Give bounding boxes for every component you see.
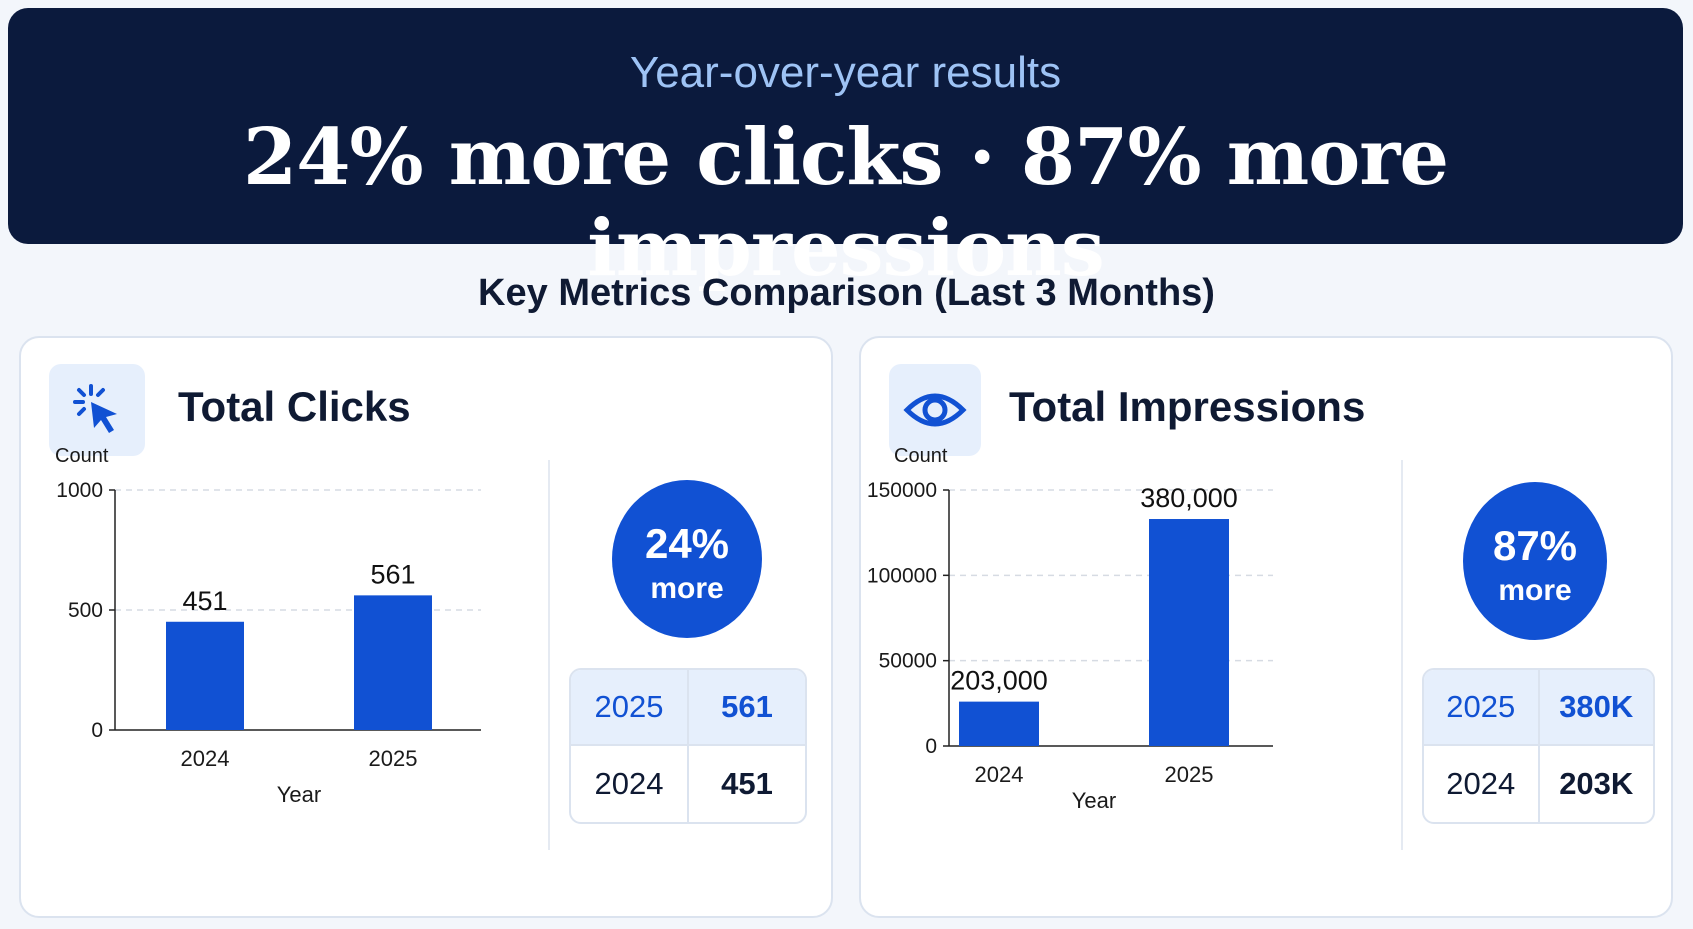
hero-banner: Year-over-year results 24% more clicks ·… <box>8 8 1683 294</box>
stat-year: 2025 <box>571 670 689 744</box>
y-tick-label: 100000 <box>867 564 937 587</box>
stat-row-2025: 2025 380K <box>1424 670 1653 746</box>
hero-subtitle: Year-over-year results <box>629 48 1062 97</box>
stat-year: 2024 <box>1424 746 1540 822</box>
y-tick-label: 500 <box>68 599 103 622</box>
stat-value: 561 <box>721 689 773 724</box>
hero-headline: 24% more clicks · 87% more impressions <box>242 112 1449 294</box>
stat-value: 203K <box>1559 766 1634 801</box>
eye-icon <box>889 364 981 456</box>
stat-row-2024: 2024 203K <box>1424 746 1653 822</box>
clicks-bar-chart: 0 500 1000 Count 451 2024 561 2025 Year <box>55 445 481 807</box>
badge-percent: 24% <box>644 520 730 567</box>
stat-value: 451 <box>721 766 773 801</box>
stat-year: 2025 <box>1424 670 1540 744</box>
x-tick-label: 2024 <box>181 746 230 771</box>
impressions-card-title: Total Impressions <box>1009 383 1366 430</box>
clicks-increase-badge: 24% more <box>612 480 762 638</box>
stat-value: 380K <box>1559 689 1634 724</box>
y-tick-label: 0 <box>91 719 103 742</box>
y-tick-label: 0 <box>925 735 937 758</box>
bar-data-label: 451 <box>182 586 227 616</box>
badge-percent: 87% <box>1492 522 1578 569</box>
badge-label: more <box>1498 574 1572 607</box>
x-axis-label: Year <box>1072 788 1116 813</box>
stat-row-2025: 2025 561 <box>571 670 805 746</box>
y-tick-label: 1000 <box>56 479 103 502</box>
stat-row-2024: 2024 451 <box>571 746 805 822</box>
impressions-increase-badge: 87% more <box>1463 482 1607 640</box>
y-axis-label: Count <box>55 445 109 467</box>
bar-data-label: 203,000 <box>950 666 1048 696</box>
bar-data-label: 380,000 <box>1140 483 1238 513</box>
y-axis-label: Count <box>894 445 948 467</box>
bar-2025 <box>354 595 432 730</box>
badge-label: more <box>650 572 724 605</box>
card-divider <box>548 460 550 850</box>
clicks-card-title: Total Clicks <box>178 383 411 430</box>
impressions-stat-table: 2025 380K 2024 203K <box>1422 668 1655 824</box>
bar-2024 <box>959 701 1039 746</box>
clicks-card: Total Clicks 0 500 1000 Count 451 2024 561 2025… <box>19 336 833 918</box>
bar-2024 <box>166 621 244 730</box>
card-divider <box>1401 460 1403 850</box>
cursor-click-icon <box>49 364 145 456</box>
section-title: Key Metrics Comparison (Last 3 Months) <box>478 272 1215 314</box>
x-axis-label: Year <box>277 782 321 807</box>
bar-2025 <box>1149 519 1229 746</box>
x-tick-label: 2024 <box>975 762 1024 787</box>
y-tick-label: 50000 <box>879 650 937 673</box>
clicks-stat-table: 2025 561 2024 451 <box>569 668 807 824</box>
y-tick-label: 150000 <box>867 479 937 502</box>
x-tick-label: 2025 <box>1165 762 1214 787</box>
impressions-bar-chart: 0 50000 100000 150000 Count 203,000 2024 380,00… <box>867 445 1273 813</box>
impressions-card: Total Impressions 0 50000 100000 150000 Coun… <box>859 336 1673 918</box>
bar-data-label: 561 <box>370 559 415 589</box>
stat-year: 2024 <box>571 746 689 822</box>
x-tick-label: 2025 <box>369 746 418 771</box>
